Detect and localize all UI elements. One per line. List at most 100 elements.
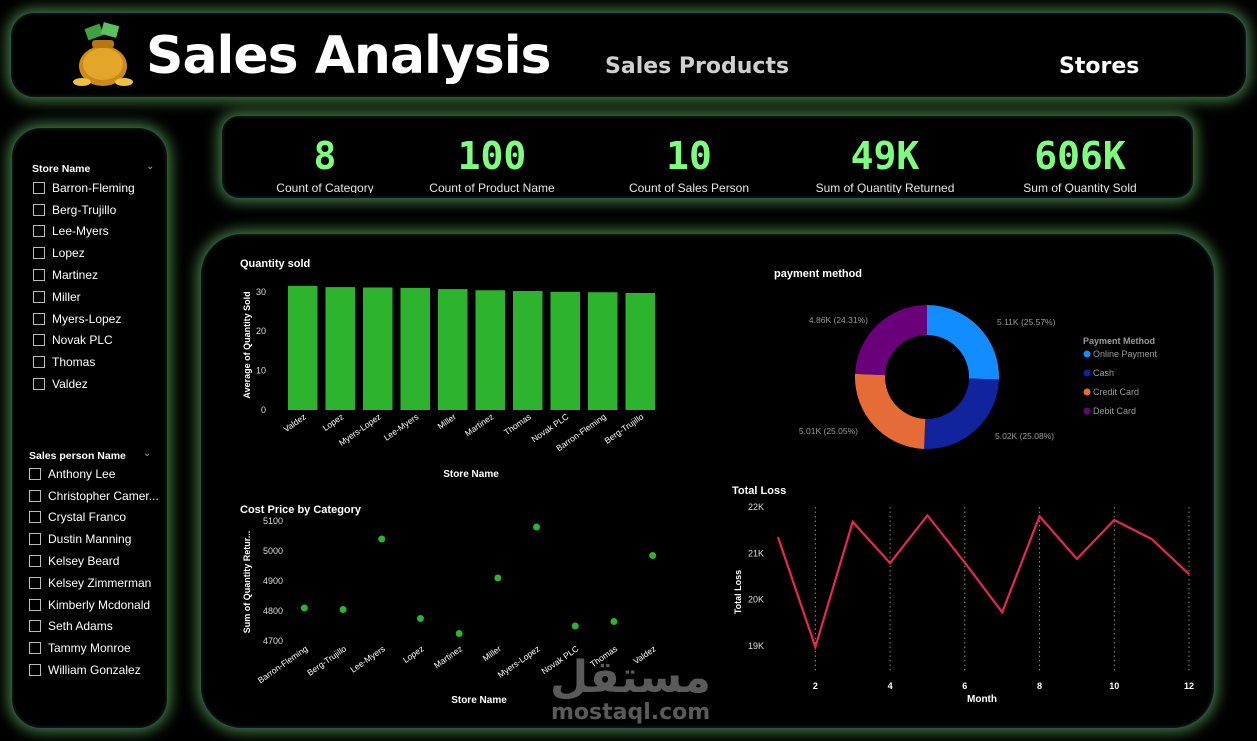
scatter-point[interactable] bbox=[571, 622, 579, 630]
bar-chart-xlabel: Store Name bbox=[443, 469, 499, 480]
bar[interactable] bbox=[288, 285, 318, 410]
store-slicer-item[interactable]: Berg-Trujillo bbox=[33, 199, 135, 221]
store-slicer-item[interactable]: Thomas bbox=[33, 351, 135, 373]
salesperson-slicer-item-label: Tammy Monroe bbox=[48, 641, 131, 656]
checkbox[interactable] bbox=[33, 247, 45, 260]
checkbox[interactable] bbox=[29, 489, 41, 502]
salesperson-slicer-item[interactable]: Christopher Camer... bbox=[29, 485, 158, 507]
checkbox[interactable] bbox=[33, 378, 45, 391]
store-slicer-item[interactable]: Barron-Fleming bbox=[33, 177, 135, 199]
kpi-label: Sum of Quantity Sold bbox=[1023, 181, 1137, 193]
bar[interactable] bbox=[325, 287, 356, 410]
checkbox[interactable] bbox=[33, 203, 45, 216]
scatter-point[interactable] bbox=[455, 630, 463, 637]
salesperson-slicer-item-label: Kimberly Mcdonald bbox=[48, 597, 151, 612]
salesperson-slicer-item[interactable]: Kelsey Beard bbox=[29, 550, 158, 572]
checkbox[interactable] bbox=[29, 598, 41, 611]
store-slicer-item[interactable]: Valdez bbox=[33, 373, 135, 395]
checkbox[interactable] bbox=[33, 356, 45, 369]
scatter-point[interactable] bbox=[649, 552, 657, 559]
kpi-value: 10 bbox=[666, 134, 712, 178]
checkbox[interactable] bbox=[33, 334, 45, 347]
salesperson-slicer-item-label: Kelsey Beard bbox=[48, 554, 120, 569]
scatter-x-tick-label: Berg-Trujillo bbox=[305, 643, 348, 677]
salesperson-slicer-item[interactable]: Seth Adams bbox=[29, 616, 158, 638]
donut-chart-title: payment method bbox=[774, 268, 862, 280]
checkbox[interactable] bbox=[33, 290, 45, 303]
donut-slice[interactable] bbox=[855, 373, 926, 449]
nav-sales-products-button[interactable]: Sales Products bbox=[605, 54, 790, 79]
bar-x-tick-label: Miller bbox=[436, 411, 459, 431]
store-slicer-item-label: Barron-Fleming bbox=[52, 180, 135, 195]
checkbox[interactable] bbox=[33, 269, 45, 282]
salesperson-slicer-item[interactable]: William Gonzalez bbox=[29, 659, 158, 681]
scatter-point[interactable] bbox=[339, 606, 347, 613]
bar[interactable] bbox=[588, 292, 618, 410]
store-slicer-item[interactable]: Lopez bbox=[33, 242, 135, 264]
store-slicer-item-label: Thomas bbox=[52, 355, 96, 370]
scatter-x-tick-label: Lopez bbox=[401, 643, 426, 664]
checkbox[interactable] bbox=[29, 555, 41, 568]
salesperson-slicer-item[interactable]: Kelsey Zimmerman bbox=[29, 572, 158, 594]
legend-entry[interactable]: Debit Card bbox=[1093, 406, 1136, 416]
bar-x-tick-label: Valdez bbox=[281, 411, 308, 434]
line-x-tick-label: 10 bbox=[1109, 681, 1119, 691]
salesperson-slicer-item[interactable]: Anthony Lee bbox=[29, 463, 158, 485]
store-slicer-item[interactable]: Miller bbox=[33, 286, 135, 308]
legend-entry[interactable]: Credit Card bbox=[1093, 387, 1139, 397]
bar[interactable] bbox=[513, 291, 543, 410]
store-slicer-item[interactable]: Lee-Myers bbox=[33, 221, 135, 243]
checkbox[interactable] bbox=[33, 312, 45, 325]
checkbox[interactable] bbox=[29, 533, 41, 546]
salesperson-slicer-item[interactable]: Dustin Manning bbox=[29, 528, 158, 550]
scatter-chart-ylabel: Sum of Quantity Retur... bbox=[242, 531, 252, 634]
donut-slice[interactable] bbox=[924, 378, 999, 450]
kpi-label: Count of Product Name bbox=[429, 181, 555, 193]
donut-data-label: 4.86K (24.31%) bbox=[809, 315, 868, 325]
line-y-tick-label: 20K bbox=[748, 595, 764, 605]
bar[interactable] bbox=[475, 290, 506, 410]
store-slicer-item[interactable]: Novak PLC bbox=[33, 330, 135, 352]
donut-slice[interactable] bbox=[855, 305, 927, 376]
kpi-label: Count of Category bbox=[276, 181, 374, 193]
salesperson-slicer-item[interactable]: Crystal Franco bbox=[29, 507, 158, 529]
checkbox[interactable] bbox=[29, 642, 41, 655]
chevron-down-icon[interactable]: ⌄ bbox=[146, 161, 155, 172]
checkbox[interactable] bbox=[29, 511, 41, 524]
checkbox[interactable] bbox=[29, 467, 41, 480]
checkbox[interactable] bbox=[33, 225, 45, 238]
scatter-point[interactable] bbox=[378, 535, 386, 543]
store-slicer-item[interactable]: Martinez bbox=[33, 264, 135, 286]
bar[interactable] bbox=[550, 291, 581, 410]
checkbox[interactable] bbox=[29, 620, 41, 633]
scatter-chart-title: Cost Price by Category bbox=[240, 504, 362, 516]
line-x-tick-label: 6 bbox=[962, 681, 967, 691]
chevron-down-icon[interactable]: ⌄ bbox=[143, 448, 152, 459]
legend-marker bbox=[1083, 388, 1091, 396]
scatter-point[interactable] bbox=[300, 604, 308, 612]
checkbox[interactable] bbox=[29, 576, 41, 589]
checkbox[interactable] bbox=[33, 181, 45, 194]
bar-x-tick-label: Martinez bbox=[463, 411, 495, 438]
nav-stores-button[interactable]: Stores bbox=[1059, 54, 1140, 79]
scatter-point[interactable] bbox=[533, 523, 541, 531]
bar[interactable] bbox=[400, 287, 431, 410]
bar[interactable] bbox=[625, 293, 656, 410]
store-slicer-item-label: Novak PLC bbox=[52, 333, 113, 348]
bar[interactable] bbox=[438, 289, 468, 410]
salesperson-slicer-item[interactable]: Tammy Monroe bbox=[29, 637, 158, 659]
donut-slice[interactable] bbox=[927, 305, 999, 380]
salesperson-slicer-item-label: Seth Adams bbox=[48, 619, 113, 634]
checkbox[interactable] bbox=[29, 664, 41, 677]
donut-legend-title: Payment Method bbox=[1083, 336, 1155, 346]
bar[interactable] bbox=[363, 287, 393, 410]
store-slicer-item[interactable]: Myers-Lopez bbox=[33, 308, 135, 330]
scatter-point[interactable] bbox=[416, 615, 424, 622]
scatter-point[interactable] bbox=[494, 574, 502, 582]
legend-entry[interactable]: Online Payment bbox=[1093, 349, 1158, 359]
salesperson-slicer-item[interactable]: Kimberly Mcdonald bbox=[29, 594, 158, 616]
salesperson-slicer-item-label: Crystal Franco bbox=[48, 510, 127, 525]
legend-entry[interactable]: Cash bbox=[1093, 368, 1114, 378]
scatter-point[interactable] bbox=[610, 618, 618, 625]
